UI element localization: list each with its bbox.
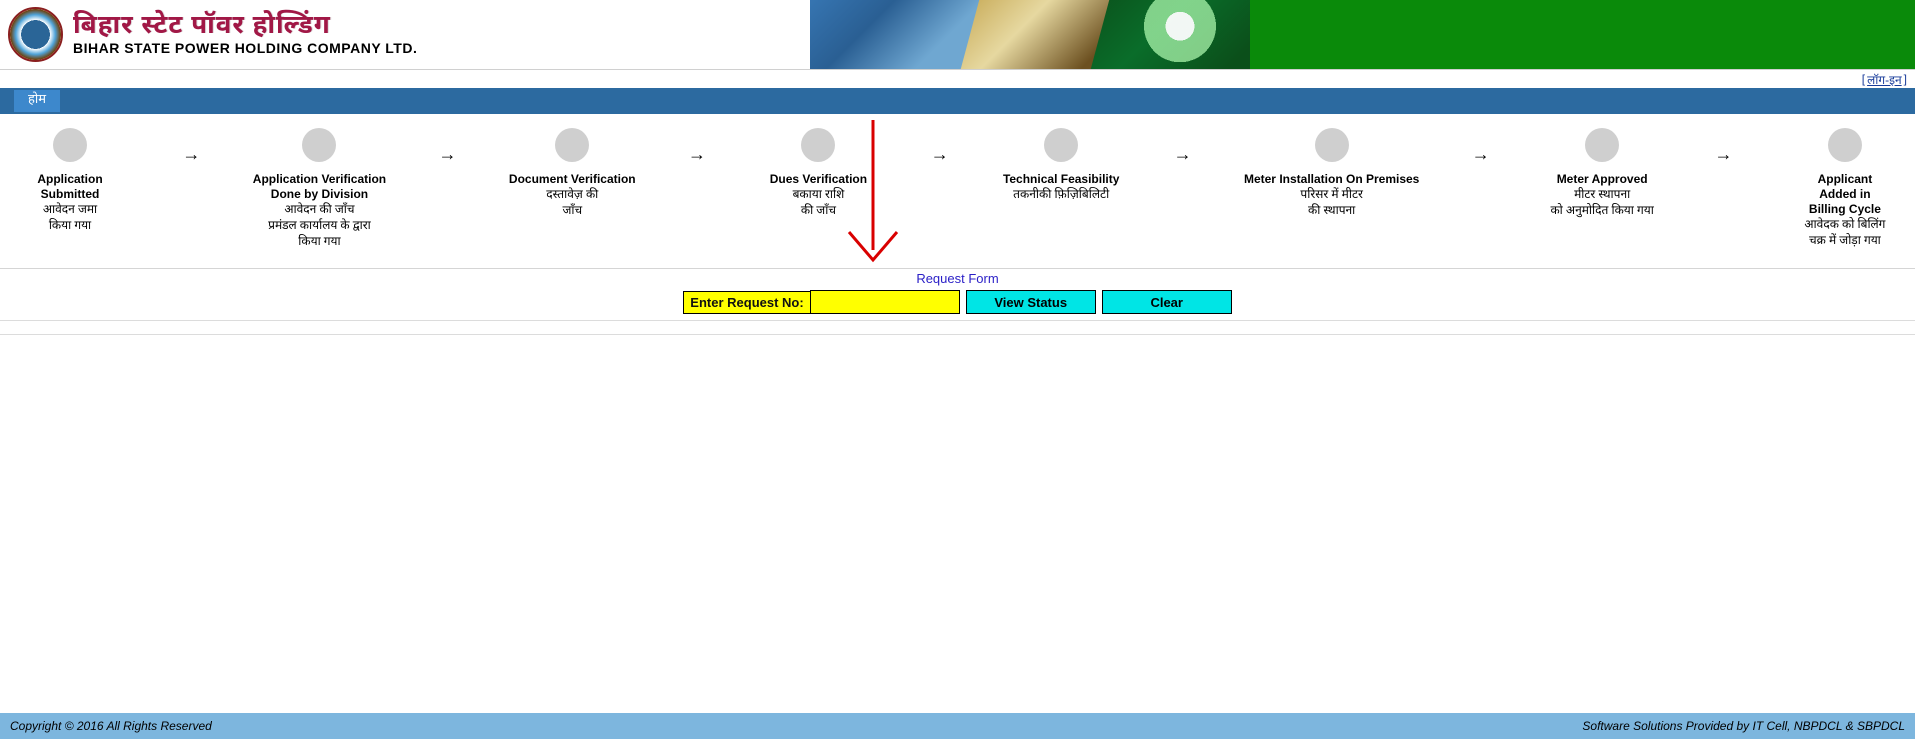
step-en-line1: Document Verification — [509, 172, 636, 186]
step-hi-line2: किया गया — [49, 218, 91, 234]
step-dot-icon — [53, 128, 87, 162]
step-hi-line1: परिसर में मीटर — [1300, 187, 1363, 203]
step-hi-line1: मीटर स्थापना — [1574, 187, 1630, 203]
view-status-button[interactable]: View Status — [966, 290, 1096, 314]
footer: Copyright © 2016 All Rights Reserved Sof… — [0, 713, 1915, 739]
step-document-verification: Document Verification दस्तावेज़ की जाँच — [509, 128, 636, 219]
step-en-line1: Technical Feasibility — [1003, 172, 1119, 186]
step-application-verification: Application Verification Done by Divisio… — [253, 128, 386, 250]
header-banner: बिहार स्टेट पॉवर होल्डिंग BIHAR STATE PO… — [0, 0, 1915, 70]
flow-arrow-icon: → — [1174, 144, 1192, 165]
step-en-line1: Applicant — [1818, 172, 1873, 186]
step-en-line1: Dues Verification — [770, 172, 867, 186]
banner-panel-bulb-icon — [1091, 0, 1250, 69]
step-dot-icon — [1828, 128, 1862, 162]
step-en-line1: Meter Approved — [1557, 172, 1648, 186]
step-hi-line1: बकाया राशि — [793, 187, 845, 203]
step-en-line3: Billing Cycle — [1809, 202, 1881, 216]
process-flow: Application Submitted आवेदन जमा किया गया… — [0, 114, 1915, 268]
blank-strip — [0, 325, 1915, 335]
banner-images — [810, 0, 1250, 69]
flow-arrow-icon: → — [1472, 144, 1490, 165]
step-dot-icon — [1315, 128, 1349, 162]
home-button[interactable]: होम — [14, 90, 60, 112]
login-strip: [ लॉग-इन ] — [0, 70, 1915, 88]
step-en-line1: Meter Installation On Premises — [1244, 172, 1419, 186]
step-dot-icon — [801, 128, 835, 162]
footer-credit: Software Solutions Provided by IT Cell, … — [1582, 719, 1905, 733]
request-form-area: Request Form Enter Request No: View Stat… — [0, 268, 1915, 321]
step-hi-line1: आवेदन की जाँच — [284, 202, 354, 218]
step-en-line1: Application Verification — [253, 172, 386, 186]
step-hi-line2: प्रमंडल कार्यालय के द्वारा — [268, 218, 371, 234]
clear-button[interactable]: Clear — [1102, 290, 1232, 314]
step-hi-line2: चक्र में जोड़ा गया — [1809, 233, 1881, 249]
step-hi-line1: तकनीकी फ़िज़िबिलिटी — [1013, 187, 1109, 203]
flow-arrow-icon: → — [439, 144, 457, 165]
logo-emblem-icon — [8, 7, 63, 62]
step-dot-icon — [302, 128, 336, 162]
step-billing-cycle: Applicant Added in Billing Cycle आवेदक क… — [1785, 128, 1905, 249]
request-form-title: Request Form — [0, 268, 1915, 288]
step-meter-approved: Meter Approved मीटर स्थापना को अनुमोदित … — [1542, 128, 1662, 219]
step-hi-line3: किया गया — [298, 234, 340, 250]
step-meter-installation: Meter Installation On Premises परिसर में… — [1244, 128, 1419, 219]
step-hi-line2: जाँच — [562, 203, 582, 219]
step-dues-verification: Dues Verification बकाया राशि की जाँच — [758, 128, 878, 219]
flow-arrow-icon: → — [688, 144, 706, 165]
company-name-english: BIHAR STATE POWER HOLDING COMPANY LTD. — [73, 40, 417, 56]
step-hi-line2: की स्थापना — [1308, 203, 1355, 219]
step-dot-icon — [1044, 128, 1078, 162]
login-bracket-close: ] — [1904, 72, 1907, 86]
step-hi-line1: आवेदन जमा — [43, 202, 97, 218]
step-hi-line1: आवेदक को बिलिंग — [1804, 217, 1885, 233]
company-name-hindi: बिहार स्टेट पॉवर होल्डिंग — [73, 14, 417, 40]
step-application-submitted: Application Submitted आवेदन जमा किया गया — [10, 128, 130, 234]
banner-green-fill — [1250, 0, 1915, 69]
login-link[interactable]: लॉग-इन — [1867, 71, 1902, 88]
step-hi-line1: दस्तावेज़ की — [546, 187, 598, 203]
login-bracket-open: [ — [1862, 72, 1865, 86]
logo-titles: बिहार स्टेट पॉवर होल्डिंग BIHAR STATE PO… — [73, 14, 417, 56]
step-hi-line2: की जाँच — [801, 203, 836, 219]
step-dot-icon — [555, 128, 589, 162]
step-en-line2: Submitted — [41, 187, 100, 201]
step-dot-icon — [1585, 128, 1619, 162]
logo-block: बिहार स्टेट पॉवर होल्डिंग BIHAR STATE PO… — [0, 0, 810, 69]
step-technical-feasibility: Technical Feasibility तकनीकी फ़िज़िबिलिट… — [1001, 128, 1121, 203]
request-form-row: Enter Request No: View Status Clear — [0, 288, 1915, 321]
footer-copyright: Copyright © 2016 All Rights Reserved — [10, 719, 212, 733]
step-en-line2: Done by Division — [271, 187, 368, 201]
step-en-line1: Application — [37, 172, 102, 186]
step-hi-line2: को अनुमोदित किया गया — [1550, 203, 1653, 219]
step-en-line2: Added in — [1819, 187, 1870, 201]
flow-arrow-icon: → — [931, 144, 949, 165]
flow-arrow-icon: → — [182, 144, 200, 165]
request-no-input[interactable] — [810, 290, 960, 314]
request-no-label: Enter Request No: — [683, 291, 809, 314]
flow-arrow-icon: → — [1715, 144, 1733, 165]
navbar: होम — [0, 88, 1915, 114]
